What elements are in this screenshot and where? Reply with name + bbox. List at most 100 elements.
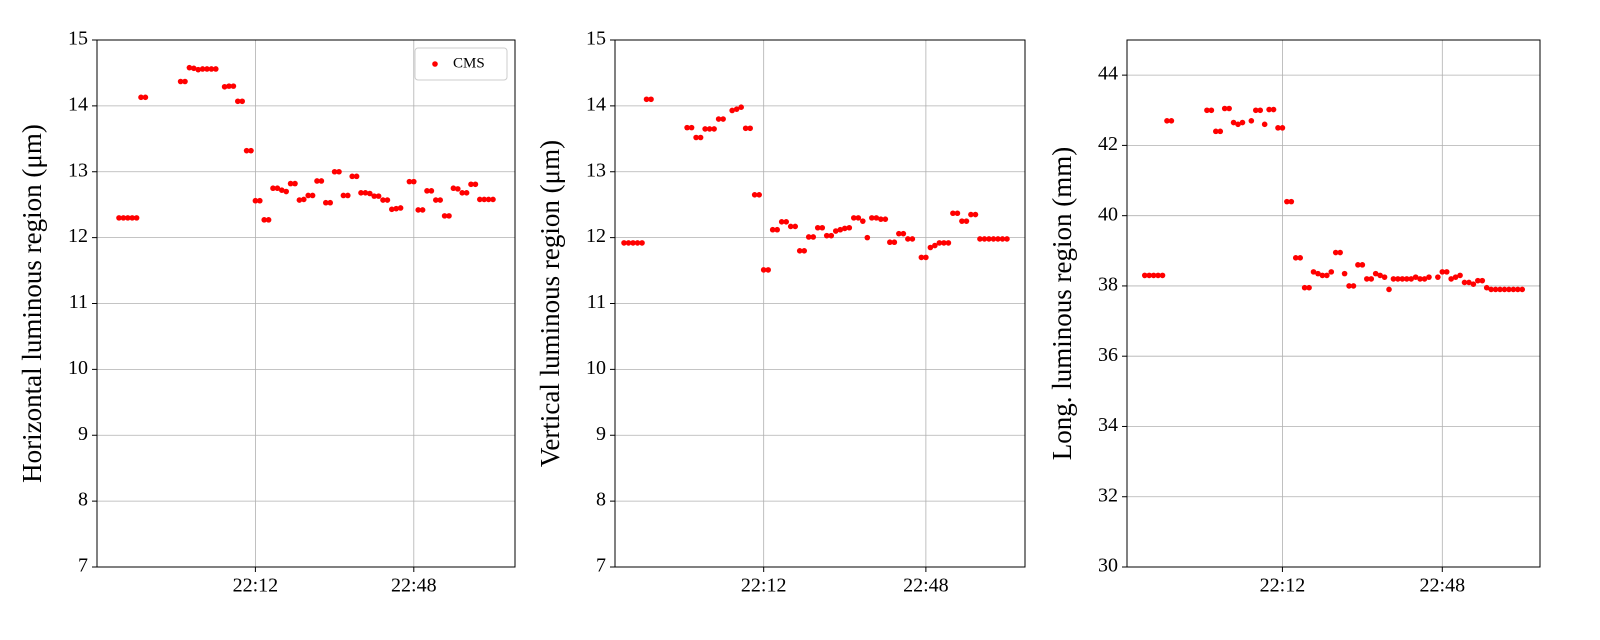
data-point (389, 206, 395, 213)
y-axis-label: Horizontal luminous region (μm) (17, 124, 47, 483)
data-point (397, 205, 404, 211)
data-point (1332, 249, 1339, 256)
y-tick-label: 10 (586, 357, 606, 379)
data-point (1261, 121, 1268, 128)
data-point (362, 190, 369, 196)
data-point (481, 196, 488, 203)
data-point (869, 215, 875, 221)
data-point (832, 228, 839, 234)
data-point (199, 66, 206, 72)
data-point (177, 78, 184, 85)
data-point (841, 225, 848, 232)
data-point (204, 66, 210, 72)
data-point (1439, 269, 1446, 275)
data-point (986, 236, 992, 242)
data-point (358, 190, 364, 196)
data-point (855, 215, 862, 221)
data-point (995, 236, 1001, 242)
data-point (1483, 284, 1490, 291)
y-tick-label: 44 (1098, 63, 1118, 85)
data-point (1443, 269, 1450, 275)
data-point (1514, 286, 1521, 293)
data-point (751, 192, 758, 198)
y-axis-label: Long. luminous region (mm) (1047, 147, 1077, 460)
data-point (1146, 272, 1153, 279)
data-point (1315, 270, 1321, 277)
data-point (1479, 277, 1486, 284)
data-point (688, 124, 695, 131)
data-point (1359, 262, 1366, 268)
data-point (1141, 272, 1148, 279)
data-point (186, 64, 193, 71)
data-point (1301, 284, 1308, 291)
data-point (1306, 284, 1312, 291)
y-tick-label: 30 (1098, 555, 1118, 577)
data-point (1284, 198, 1290, 205)
data-point (1364, 276, 1370, 282)
data-point (437, 197, 444, 203)
data-point (1377, 272, 1383, 279)
data-point (630, 240, 636, 246)
y-tick-label: 14 (586, 93, 606, 115)
data-point (1328, 269, 1335, 275)
legend-marker (432, 61, 438, 67)
data-point (455, 186, 461, 192)
data-point (981, 236, 988, 242)
data-point (230, 83, 237, 89)
y-tick-label: 15 (68, 28, 88, 50)
data-point (837, 226, 844, 233)
data-point (1155, 272, 1161, 279)
data-point (1461, 279, 1468, 286)
data-point (900, 230, 907, 237)
y-tick-label: 32 (1098, 484, 1118, 506)
data-point (138, 94, 144, 101)
data-point (787, 223, 794, 230)
data-point (1292, 255, 1299, 261)
data-point (485, 196, 492, 203)
data-point (428, 188, 435, 194)
data-point (697, 134, 704, 141)
y-tick-label: 13 (586, 159, 606, 181)
data-point (1297, 255, 1303, 261)
data-point (468, 181, 474, 188)
data-point (1519, 286, 1526, 293)
data-point (248, 147, 254, 154)
data-point (896, 230, 902, 237)
data-point (950, 210, 956, 217)
data-point (760, 267, 767, 273)
data-point (120, 215, 127, 221)
data-point (252, 197, 259, 204)
x-tick-label: 22:48 (1420, 575, 1466, 597)
data-point (846, 224, 853, 231)
data-point (1004, 236, 1010, 242)
data-point (1257, 107, 1264, 114)
data-point (424, 188, 430, 194)
data-point (191, 65, 197, 72)
data-point (261, 217, 268, 223)
data-point (941, 240, 947, 246)
data-point (287, 180, 294, 187)
data-point (887, 239, 893, 246)
data-point (283, 188, 290, 195)
data-point (182, 78, 188, 85)
data-point (1501, 286, 1508, 293)
data-point (878, 216, 884, 222)
data-point (309, 192, 316, 199)
data-point (1497, 286, 1503, 293)
data-point (367, 190, 373, 197)
y-axis-label: Vertical luminous region (μm) (535, 140, 565, 467)
data-point (463, 190, 470, 196)
data-point (380, 197, 386, 203)
data-point (990, 236, 997, 242)
data-point (235, 98, 241, 105)
data-point (305, 192, 312, 199)
data-point (1275, 125, 1281, 131)
data-point (1381, 274, 1388, 280)
data-point (742, 125, 749, 132)
data-point (472, 181, 479, 188)
data-point (1412, 274, 1419, 280)
data-point (133, 215, 140, 221)
data-point (1435, 274, 1441, 280)
data-point (274, 185, 281, 192)
data-point (1288, 198, 1295, 205)
